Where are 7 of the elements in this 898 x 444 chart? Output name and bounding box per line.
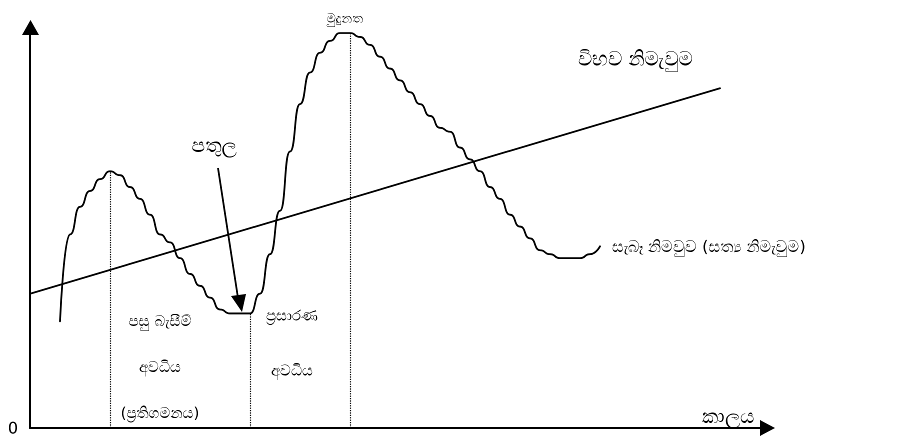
series-label: සැබෑ නිමවුව (සත්‍ය නිමැවුම) <box>612 236 806 257</box>
annotation: පතුල <box>192 133 236 158</box>
text: පසු බැසීම් අවධිය (ප්‍රතිගමනය) <box>120 312 200 422</box>
text: 0 <box>8 418 18 438</box>
series-label: විභව නිමැවුම <box>578 46 692 72</box>
text: ප්‍රසාරණ අවධිය <box>266 306 318 380</box>
text: මුදුනත <box>326 12 364 26</box>
